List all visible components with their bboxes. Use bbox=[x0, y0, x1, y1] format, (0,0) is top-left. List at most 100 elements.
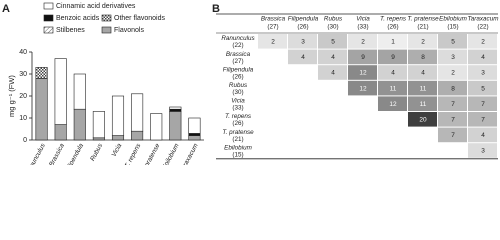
row-count: (26) bbox=[232, 120, 243, 127]
row-header: Vicia bbox=[231, 98, 245, 105]
cell bbox=[378, 96, 407, 111]
row-header: Ranunculus bbox=[221, 35, 255, 42]
cell-value: 7 bbox=[451, 117, 455, 124]
row-header: Rubus bbox=[229, 82, 248, 89]
bar-segment bbox=[73, 73, 86, 110]
x-tick-label: T. repens bbox=[124, 142, 143, 165]
legend-swatch bbox=[101, 14, 112, 22]
row-count: (26) bbox=[232, 73, 243, 80]
cell bbox=[438, 80, 467, 96]
x-tick-label: Epilobium bbox=[161, 142, 181, 165]
column-count: (15) bbox=[447, 24, 458, 31]
bar-segment bbox=[54, 58, 67, 125]
cell-value: 11 bbox=[390, 85, 397, 92]
column-header: Rubus bbox=[324, 16, 343, 23]
cell-value: 2 bbox=[481, 39, 485, 46]
cell bbox=[378, 49, 407, 65]
cell-value: 3 bbox=[481, 148, 485, 155]
cell bbox=[408, 49, 437, 65]
legend-label: Flavonols bbox=[114, 27, 144, 34]
bar-segment bbox=[169, 108, 182, 112]
cell bbox=[438, 112, 467, 127]
panel-label: B bbox=[212, 3, 220, 15]
column-count: (27) bbox=[267, 24, 278, 31]
cell-value: 2 bbox=[421, 39, 425, 46]
bar-segment bbox=[35, 78, 48, 141]
cell-value: 11 bbox=[420, 101, 427, 108]
cell-value: 4 bbox=[331, 54, 335, 61]
cell-value: 3 bbox=[481, 70, 485, 77]
legend-label: Cinnamic acid derivatives bbox=[56, 3, 136, 10]
row-count: (15) bbox=[232, 151, 243, 158]
cell bbox=[318, 34, 347, 49]
cell-value: 9 bbox=[391, 54, 395, 61]
cell-value: 1 bbox=[391, 39, 395, 46]
cell bbox=[468, 96, 497, 111]
bar-segment bbox=[92, 137, 105, 141]
bar-segment bbox=[150, 113, 163, 141]
cell bbox=[348, 34, 377, 49]
bar-segment bbox=[169, 106, 182, 110]
x-tick-label: Ranunculus bbox=[25, 142, 48, 165]
bar-segment bbox=[169, 111, 182, 141]
cell-value: 5 bbox=[451, 39, 455, 46]
cell-value: 5 bbox=[481, 85, 485, 92]
row-count: (27) bbox=[232, 58, 243, 65]
y-tick-label: 10 bbox=[19, 115, 27, 122]
cell-value: 4 bbox=[391, 70, 395, 77]
cell-value: 12 bbox=[389, 101, 397, 108]
cell bbox=[468, 143, 497, 158]
cell bbox=[318, 65, 347, 80]
column-header: Ebilobium bbox=[439, 16, 467, 23]
bar-segment bbox=[188, 117, 201, 134]
row-header: Brassica bbox=[226, 51, 251, 58]
column-count: (21) bbox=[417, 24, 428, 31]
row-header: T. pratense bbox=[222, 129, 254, 136]
column-count: (22) bbox=[477, 24, 488, 31]
cell-value: 7 bbox=[451, 101, 455, 108]
cell-value: 8 bbox=[421, 54, 425, 61]
cell bbox=[438, 49, 467, 65]
y-axis-title: mg g⁻¹ (FW) bbox=[7, 75, 16, 117]
cell-value: 8 bbox=[451, 85, 455, 92]
column-header: T. repens bbox=[380, 16, 407, 23]
cell bbox=[438, 65, 467, 80]
cell bbox=[258, 34, 287, 49]
column-header: Brassica bbox=[261, 16, 286, 23]
cell-value: 2 bbox=[361, 39, 365, 46]
column-count: (26) bbox=[387, 24, 398, 31]
row-count: (21) bbox=[232, 136, 243, 143]
bar-segment bbox=[131, 93, 144, 132]
bar-segment bbox=[73, 108, 86, 141]
cell bbox=[438, 96, 467, 111]
bar-segment bbox=[54, 124, 67, 141]
row-header: T. repens bbox=[225, 113, 252, 120]
cell bbox=[348, 65, 377, 80]
legend-swatch bbox=[101, 26, 112, 34]
legend-label: Other flavonoids bbox=[114, 15, 165, 22]
cell bbox=[438, 127, 467, 143]
cell bbox=[468, 80, 497, 96]
cell-value: 7 bbox=[481, 101, 485, 108]
y-tick-label: 0 bbox=[23, 137, 27, 144]
cell bbox=[468, 112, 497, 127]
cell bbox=[408, 112, 437, 127]
cell bbox=[378, 34, 407, 49]
x-tick-label: Filipendula bbox=[64, 142, 85, 165]
column-count: (33) bbox=[357, 24, 368, 31]
row-count: (33) bbox=[232, 105, 243, 112]
cell-value: 5 bbox=[331, 39, 335, 46]
row-count: (22) bbox=[232, 42, 243, 49]
x-tick-label: Rubus bbox=[89, 142, 104, 163]
cell-value: 4 bbox=[331, 70, 335, 77]
legend-swatch bbox=[43, 2, 54, 10]
cell bbox=[408, 34, 437, 49]
cell bbox=[468, 34, 497, 49]
x-tick-label: T. pratense bbox=[140, 142, 162, 165]
x-tick-label: Brassica bbox=[48, 142, 66, 165]
cell-value: 7 bbox=[451, 132, 455, 139]
cell-value: 7 bbox=[481, 117, 485, 124]
cell bbox=[468, 127, 497, 143]
cell bbox=[408, 80, 437, 96]
